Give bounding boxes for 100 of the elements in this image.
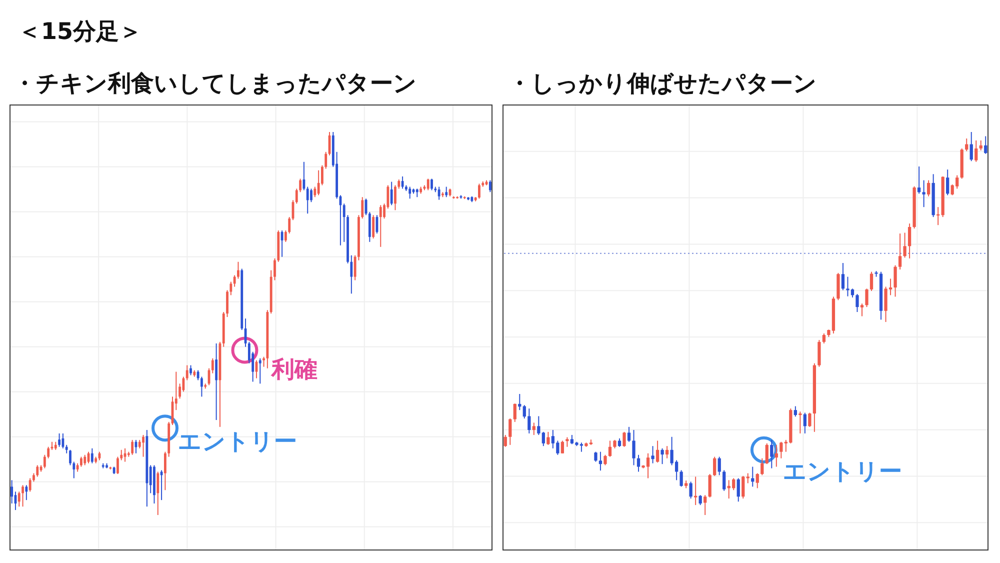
candlestick (798, 411, 802, 434)
candlestick (190, 364, 192, 376)
candlestick (704, 494, 707, 516)
candlestick (542, 431, 545, 447)
candlestick (979, 140, 982, 151)
candlestick (860, 303, 864, 317)
candlestick (808, 412, 812, 428)
candlestick (803, 412, 807, 434)
candlestick (302, 161, 306, 191)
candlestick (689, 481, 692, 500)
candlestick (917, 166, 921, 194)
candlestick (632, 429, 636, 466)
candlestick (770, 439, 774, 469)
candlestick (361, 196, 364, 220)
candlestick (594, 451, 598, 462)
candlestick (794, 406, 797, 418)
candlestick (36, 464, 39, 478)
candlestick (288, 216, 291, 234)
candlestick (200, 376, 203, 398)
candlestick (10, 480, 14, 504)
candlestick (438, 186, 440, 200)
candlestick (736, 478, 740, 502)
candlestick (718, 456, 721, 476)
candlestick (560, 440, 564, 454)
candlestick (62, 432, 64, 449)
candlestick (156, 471, 160, 516)
candlestick (680, 470, 683, 488)
candlestick (372, 214, 375, 239)
candlestick (398, 178, 400, 190)
candlestick (43, 454, 46, 469)
candlestick (765, 442, 768, 465)
candlestick (665, 446, 669, 459)
candlestick (215, 342, 218, 421)
candlestick (537, 416, 540, 436)
candlestick (742, 475, 745, 500)
candlestick (722, 470, 726, 492)
candlestick (317, 170, 320, 196)
candlestick (756, 472, 759, 489)
candlestick (445, 186, 448, 198)
candlestick (58, 432, 60, 448)
candlestick (28, 478, 32, 492)
candlestick (513, 403, 516, 422)
candlestick (368, 212, 371, 242)
candlestick (90, 448, 94, 464)
candlestick (237, 261, 240, 280)
candlestick (186, 364, 188, 381)
candlestick (504, 434, 507, 448)
candlestick (47, 446, 50, 459)
candlestick (164, 451, 166, 491)
candlestick (604, 454, 607, 466)
candlestick (894, 264, 897, 298)
candlestick (116, 456, 119, 475)
candlestick (856, 294, 859, 313)
candlestick (430, 178, 433, 191)
candlestick (84, 454, 86, 466)
candlestick (651, 446, 654, 464)
candlestick (566, 436, 569, 448)
candlestick (656, 440, 660, 464)
candlestick (922, 180, 926, 208)
candlestick (142, 434, 144, 458)
candlestick (870, 271, 874, 292)
candlestick (818, 339, 821, 368)
candlestick (841, 262, 845, 291)
chart-subtitle: ・チキン利食いしてしまったパターン (13, 71, 417, 97)
chart-title: ＜15分足＞ (18, 19, 142, 45)
candlestick (965, 138, 968, 152)
candlestick (284, 230, 287, 242)
candlestick (627, 426, 631, 442)
candlestick (822, 332, 826, 344)
candlestick (258, 358, 262, 384)
candlestick (295, 188, 298, 204)
candlestick (622, 431, 626, 448)
candlestick (974, 140, 978, 162)
candlestick (746, 472, 750, 484)
candlestick (314, 186, 316, 198)
candlestick (660, 448, 664, 465)
candlestick (25, 484, 28, 501)
candlestick (970, 132, 973, 162)
chart-subtitle: ・しっかり伸ばせたパターン (508, 71, 817, 97)
candlestick (751, 466, 754, 488)
candlestick (984, 136, 988, 154)
candlestick (508, 418, 512, 446)
candlestick (532, 422, 536, 436)
candlestick (713, 456, 716, 476)
candlestick (694, 476, 698, 506)
candlestick (211, 358, 214, 374)
candlestick (926, 180, 930, 197)
candlestick (342, 203, 346, 242)
candlestick (310, 188, 312, 203)
candlestick (908, 223, 912, 259)
candlestick (598, 451, 602, 472)
candlestick (18, 491, 20, 508)
candlestick (131, 439, 134, 456)
candlestick (903, 232, 906, 258)
candlestick (299, 178, 302, 193)
candlestick (865, 288, 868, 308)
candlestick (390, 181, 393, 206)
candlestick (774, 444, 778, 468)
candlestick (478, 183, 480, 200)
candlestick (546, 431, 550, 446)
